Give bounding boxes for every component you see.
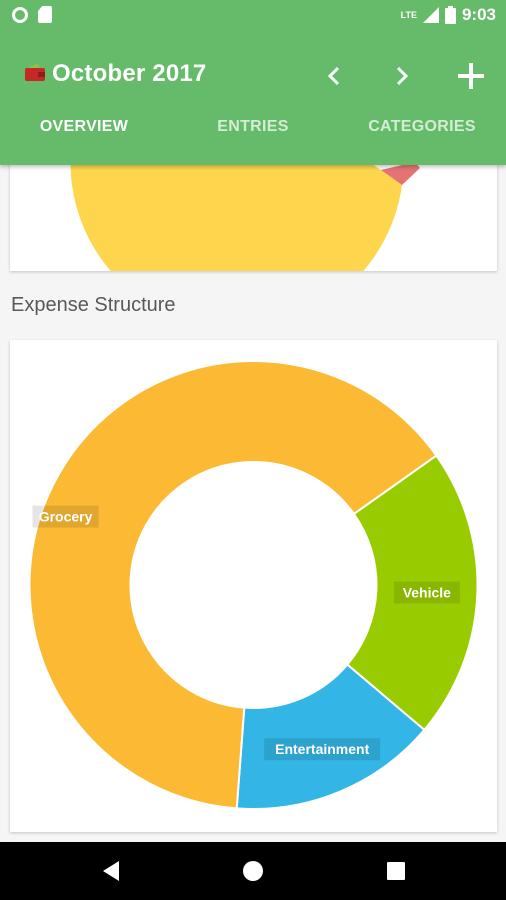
slice-label-background (32, 505, 99, 528)
app-bar: LTE 9:03 October 2017 OVERVIEW ENTRIES C… (0, 0, 506, 165)
status-bar: LTE 9:03 (0, 0, 506, 32)
expense-donut-chart[interactable]: Vehicle Entertainment Grocery (10, 340, 497, 832)
tab-bar: OVERVIEW ENTRIES CATEGORIES (0, 118, 506, 165)
slice-label-background (264, 738, 381, 761)
home-icon (243, 861, 263, 881)
plus-icon (458, 63, 484, 89)
toolbar: October 2017 (0, 48, 506, 104)
battery-icon (444, 6, 456, 24)
network-type: LTE (400, 10, 417, 20)
previous-month-button[interactable] (316, 58, 352, 94)
overview-slice-expense (381, 162, 420, 185)
chevron-right-icon (396, 66, 409, 86)
next-month-button[interactable] (384, 58, 420, 94)
slice-vehicle[interactable] (345, 454, 479, 732)
slice-grocery[interactable] (28, 360, 438, 810)
overview-pie-chart (70, 140, 420, 271)
recents-icon (387, 862, 405, 880)
system-nav-bar (0, 842, 506, 900)
expense-structure-title: Expense Structure (11, 294, 176, 316)
month-title[interactable]: October 2017 (52, 60, 207, 87)
tab-categories[interactable]: CATEGORIES (368, 118, 476, 135)
overview-slice-income (70, 140, 402, 271)
slice-label-grocery: Grocery (32, 505, 99, 528)
nav-recents-button[interactable] (381, 856, 411, 886)
slice-label-entertainment: Entertainment (264, 738, 381, 761)
slice-label-text: Grocery (39, 509, 93, 525)
status-time: 9:03 (461, 5, 496, 24)
tab-entries[interactable]: ENTRIES (217, 118, 289, 135)
back-icon (103, 861, 119, 881)
slice-label-text: Entertainment (275, 741, 369, 757)
chevron-left-icon (327, 66, 340, 86)
add-entry-button[interactable] (453, 58, 489, 94)
tab-indicator (0, 162, 168, 165)
nav-back-button[interactable] (96, 856, 126, 886)
slice-label-text: Vehicle (403, 585, 451, 601)
nav-home-button[interactable] (238, 856, 268, 886)
wallet-icon (25, 63, 45, 81)
notification-icon (12, 6, 28, 23)
sd-card-icon (38, 6, 52, 23)
signal-icon (422, 7, 439, 23)
tab-overview[interactable]: OVERVIEW (39, 118, 129, 135)
slice-label-vehicle: Vehicle (393, 581, 460, 604)
expense-structure-card: Vehicle Entertainment Grocery (10, 340, 497, 832)
slice-label-background (393, 581, 460, 604)
